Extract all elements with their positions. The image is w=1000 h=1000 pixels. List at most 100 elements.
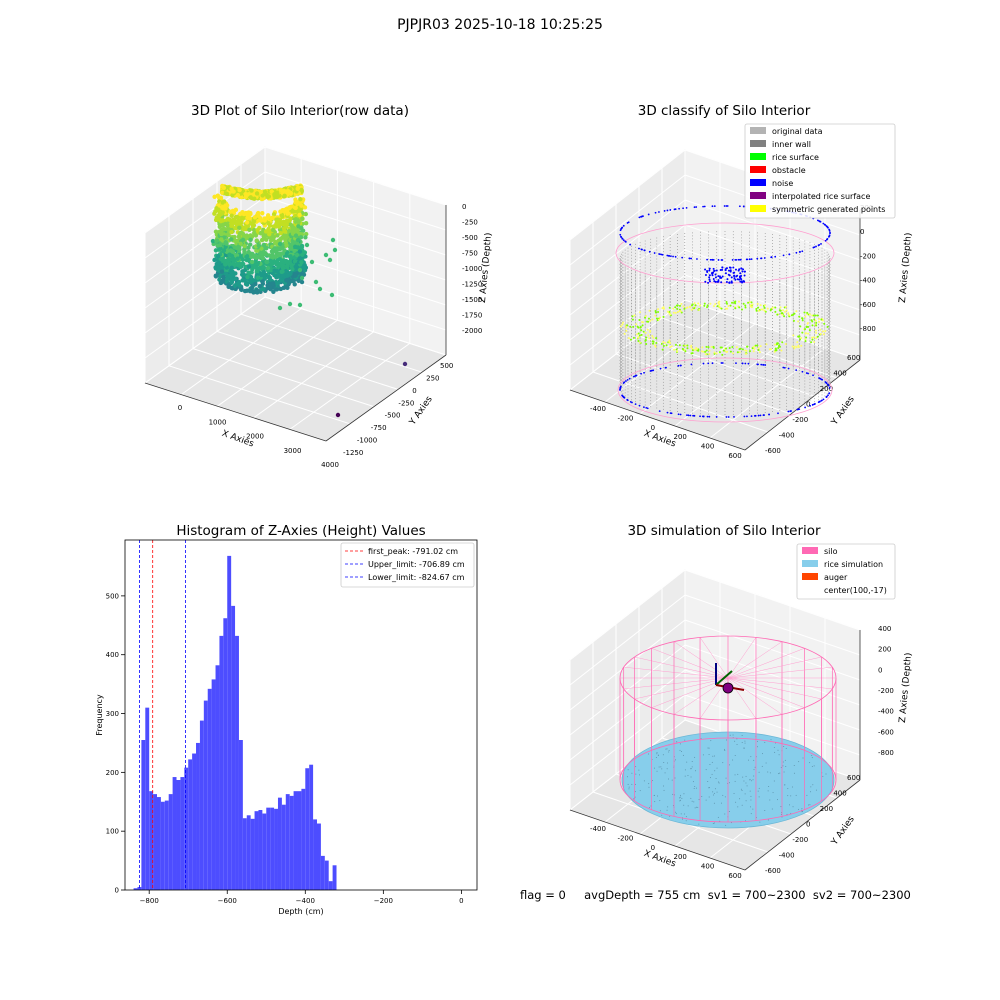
- p4-rice-mesh-point: [626, 776, 628, 778]
- p4-z-tick-label: -600: [878, 728, 894, 736]
- p4-rice-mesh-point: [787, 795, 789, 797]
- p4-rice-mesh-point: [654, 801, 656, 803]
- p4-rice-mesh-point: [784, 784, 786, 786]
- p4-rice-mesh-point: [634, 791, 636, 793]
- p4-legend-swatch: [802, 560, 818, 567]
- p4-rice-mesh-point: [757, 790, 759, 792]
- p4-rice-mesh-point: [748, 759, 750, 761]
- p4-rice-mesh-point: [729, 782, 731, 784]
- p4-x-axis-label: X Axies: [642, 849, 677, 870]
- p1-gridline: [144, 271, 266, 359]
- p4-rice-mesh-point: [628, 788, 630, 790]
- p4-rice-mesh-point: [685, 820, 687, 822]
- p1-data-point: [271, 289, 276, 294]
- p4-z-tick-label: 200: [878, 646, 891, 654]
- p4-rice-mesh-point: [639, 790, 641, 792]
- p1-y-tick-label: -1250: [343, 449, 363, 457]
- p4-rice-mesh-point: [708, 754, 710, 756]
- p1-data-point: [263, 246, 269, 251]
- p4-y-tick-label: 600: [847, 774, 860, 782]
- p4-rice-mesh-point: [734, 740, 736, 742]
- p4-rice-mesh-point: [724, 813, 726, 815]
- p4-rice-mesh-point: [714, 788, 716, 790]
- p4-rice-mesh-point: [679, 800, 681, 802]
- p4-rice-mesh-point: [767, 790, 769, 792]
- p4-rice-mesh-point: [810, 786, 812, 788]
- p4-rice-mesh-point: [635, 773, 637, 775]
- p1-x-tick-label: 1000: [209, 418, 227, 426]
- p4-rice-mesh-point: [648, 807, 650, 809]
- p4-rice-mesh-point: [749, 790, 751, 792]
- p4-rice-mesh-point: [656, 753, 658, 755]
- p1-gridline: [144, 246, 266, 334]
- p4-rice-mesh-point: [798, 761, 800, 763]
- p4-rice-mesh-point: [741, 734, 743, 736]
- p4-rice-mesh-point: [724, 750, 726, 752]
- p4-rice-mesh-point: [783, 771, 785, 773]
- p4-y-tick-label: -600: [765, 867, 781, 875]
- p4-rice-mesh-point: [655, 757, 657, 759]
- p4-rice-mesh-point: [708, 787, 710, 789]
- p1-data-point: [271, 212, 277, 217]
- p4-rice-mesh-point: [657, 795, 659, 797]
- p4-rice-mesh-point: [692, 781, 694, 783]
- p4-rice-mesh-point: [773, 780, 775, 782]
- p4-rice-mesh-point: [635, 766, 637, 768]
- p1-x-axis-line: [144, 382, 327, 442]
- p4-rice-mesh-point: [658, 766, 660, 768]
- p1-data-point: [252, 278, 257, 284]
- p4-rice-mesh-point: [778, 773, 780, 775]
- p4-rice-mesh-point: [690, 776, 692, 778]
- p4-rice-mesh-point: [772, 792, 774, 794]
- p1-x-tick-label: 3000: [284, 447, 302, 455]
- p1-z-tick-label: -250: [462, 219, 478, 227]
- p4-rice-mesh-point: [770, 739, 772, 741]
- p4-rice-mesh-point: [715, 777, 717, 779]
- p4-rice-mesh-point: [707, 747, 709, 749]
- p4-rice-mesh-point: [761, 765, 763, 767]
- p4-rice-mesh-point: [746, 785, 748, 787]
- p4-rice-mesh-point: [679, 749, 681, 751]
- p1-data-point: [232, 234, 237, 240]
- p4-rice-mesh-point: [785, 765, 787, 767]
- p1-gridline: [192, 348, 375, 408]
- p4-rice-mesh-point: [714, 770, 716, 772]
- p4-rice-mesh-point: [674, 777, 676, 779]
- p4-rice-mesh-point: [822, 775, 824, 777]
- p4-rice-mesh-point: [694, 807, 696, 809]
- p4-rice-mesh-point: [787, 788, 789, 790]
- p4-rice-mesh-point: [678, 797, 680, 799]
- p4-rice-mesh-point: [679, 794, 681, 796]
- p4-rice-mesh-point: [707, 781, 709, 783]
- p4-rice-mesh-point: [680, 750, 682, 752]
- p4-rice-mesh-point: [693, 788, 695, 790]
- p4-rice-mesh-point: [685, 816, 687, 818]
- p4-rice-mesh-point: [674, 759, 676, 761]
- p4-rice-mesh-point: [765, 762, 767, 764]
- p4-rice-mesh-point: [810, 791, 812, 793]
- p4-rice-mesh-point: [682, 754, 684, 756]
- p4-rice-mesh-point: [741, 804, 743, 806]
- p4-rice-mesh-point: [811, 757, 813, 759]
- p4-rice-mesh-point: [750, 813, 752, 815]
- p4-legend-label: center(100,-17): [824, 586, 887, 595]
- p4-rice-mesh-point: [741, 741, 743, 743]
- p4-rice-mesh-point: [718, 782, 720, 784]
- p4-rice-mesh-point: [679, 743, 681, 745]
- p4-x-tick-label: 400: [701, 863, 714, 871]
- p4-rice-mesh-point: [668, 749, 670, 751]
- p4-rice-mesh-point: [813, 765, 815, 767]
- p4-rice-mesh-point: [777, 749, 779, 751]
- p4-rice-mesh-point: [709, 764, 711, 766]
- p4-rice-mesh-point: [762, 753, 764, 755]
- plot2-title: 3D classify of Silo Interior: [637, 103, 811, 119]
- p1-y-tick-label: -750: [371, 424, 387, 432]
- p1-z-tick-label: -1500: [462, 296, 482, 304]
- p1-gridline: [253, 331, 374, 419]
- p4-rice-mesh-point: [740, 788, 742, 790]
- p1-data-point: [298, 196, 303, 202]
- p4-y-tick-label: -200: [792, 836, 808, 844]
- p4-rice-mesh-point: [732, 759, 734, 761]
- p4-rice-mesh-point: [779, 772, 781, 774]
